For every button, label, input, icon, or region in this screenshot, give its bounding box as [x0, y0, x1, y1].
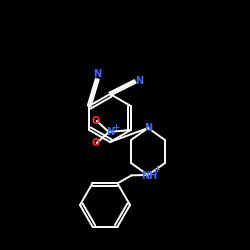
Text: O: O [92, 116, 100, 126]
Text: N: N [135, 76, 143, 86]
Text: O: O [92, 138, 100, 148]
Text: +: + [112, 122, 119, 132]
Text: +: + [154, 166, 160, 174]
Text: NH: NH [141, 171, 157, 181]
Text: N: N [106, 127, 114, 137]
Text: N: N [144, 123, 152, 133]
Text: N: N [93, 69, 101, 79]
